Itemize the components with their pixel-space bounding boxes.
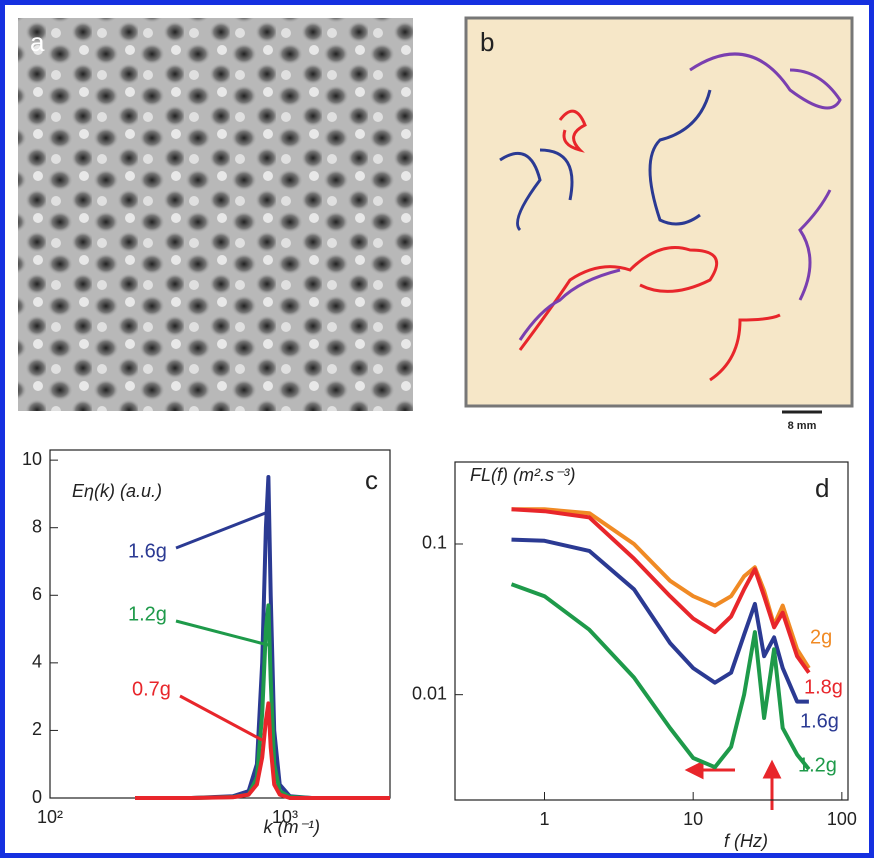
- legend-label: 1.2g: [128, 603, 167, 625]
- panel-label: c: [365, 465, 378, 495]
- arrows: [684, 759, 782, 810]
- panel-label: b: [480, 27, 494, 57]
- series-line: [511, 507, 811, 670]
- label-pointer: [175, 619, 269, 647]
- label-pointer: [175, 510, 269, 550]
- y-tick-label: 4: [32, 652, 42, 672]
- panel-label: a: [30, 27, 45, 57]
- x-tick-label: 10: [683, 809, 703, 829]
- label-pointer: [179, 694, 263, 742]
- legend-label: 1.2g: [798, 754, 837, 776]
- x-tick-label: 1: [539, 809, 549, 829]
- series-line: [511, 507, 811, 674]
- y-tick-label: 8: [32, 516, 42, 536]
- series-line: [511, 537, 809, 704]
- series-line: [510, 582, 811, 771]
- y-axis-label: FL(f) (m².s⁻³): [470, 465, 575, 485]
- plot-frame: [49, 449, 391, 799]
- y-tick-label: 6: [32, 584, 42, 604]
- x-axis-label: f (Hz): [724, 831, 768, 851]
- scale-bar-label: 8 mm: [788, 420, 817, 432]
- legend-label: 2g: [810, 626, 832, 648]
- legend-label: 0.7g: [132, 678, 171, 700]
- y-tick-label: 10: [22, 449, 42, 469]
- y-tick-label: 2: [32, 719, 42, 739]
- y-tick-label: 0.1: [422, 533, 447, 553]
- x-tick-label: 10²: [37, 807, 63, 827]
- legend-label: 1.6g: [128, 540, 167, 562]
- legend-label: 1.8g: [804, 676, 843, 698]
- x-axis-label: k (m⁻¹): [264, 817, 320, 837]
- panel-a-image: [18, 18, 413, 411]
- plot-frame: [454, 461, 849, 801]
- x-tick-label: 100: [827, 809, 857, 829]
- series-line: [135, 701, 390, 800]
- panel-b-image: [464, 16, 854, 408]
- trajectories: [499, 52, 842, 382]
- y-tick-label: 0: [32, 787, 42, 807]
- panel-label: d: [815, 473, 829, 503]
- y-axis-label: Eη(k) (a.u.): [72, 481, 162, 501]
- x-tick-label: 10³: [272, 807, 298, 827]
- y-tick-label: 0.01: [412, 683, 447, 703]
- legend-label: 1.6g: [800, 710, 839, 732]
